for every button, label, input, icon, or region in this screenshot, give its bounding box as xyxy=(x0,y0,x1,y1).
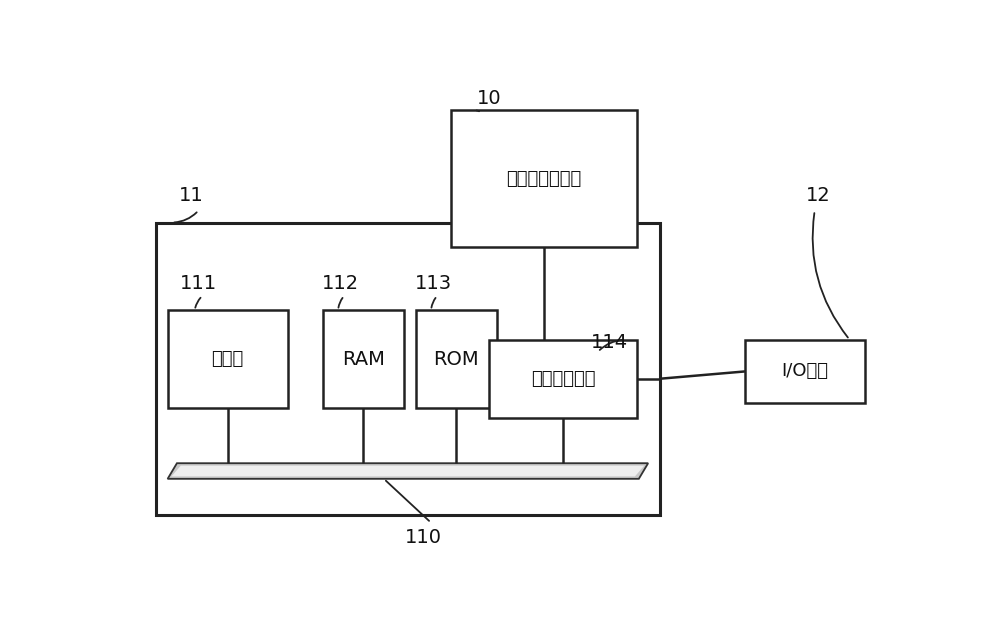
Bar xyxy=(745,340,865,403)
Bar xyxy=(323,311,404,408)
Polygon shape xyxy=(168,463,648,479)
Bar xyxy=(156,223,660,515)
Text: 114: 114 xyxy=(591,333,628,352)
Text: I/O装置: I/O装置 xyxy=(782,363,829,380)
Text: RAM: RAM xyxy=(342,350,385,369)
Text: ROM: ROM xyxy=(434,350,479,369)
Text: 12: 12 xyxy=(806,186,831,205)
Text: 处理器: 处理器 xyxy=(212,350,244,368)
Text: 11: 11 xyxy=(178,186,203,205)
Bar xyxy=(489,340,637,418)
Polygon shape xyxy=(172,465,644,476)
Bar xyxy=(416,311,497,408)
Bar xyxy=(450,110,637,247)
Text: 10: 10 xyxy=(477,89,502,108)
Text: 113: 113 xyxy=(415,274,452,293)
Text: 112: 112 xyxy=(322,274,359,293)
Bar xyxy=(168,311,288,408)
Text: 数据传输接口: 数据传输接口 xyxy=(531,370,595,388)
Text: 111: 111 xyxy=(180,274,217,293)
Text: 110: 110 xyxy=(405,528,442,547)
Text: 存储器存储装置: 存储器存储装置 xyxy=(506,170,581,188)
